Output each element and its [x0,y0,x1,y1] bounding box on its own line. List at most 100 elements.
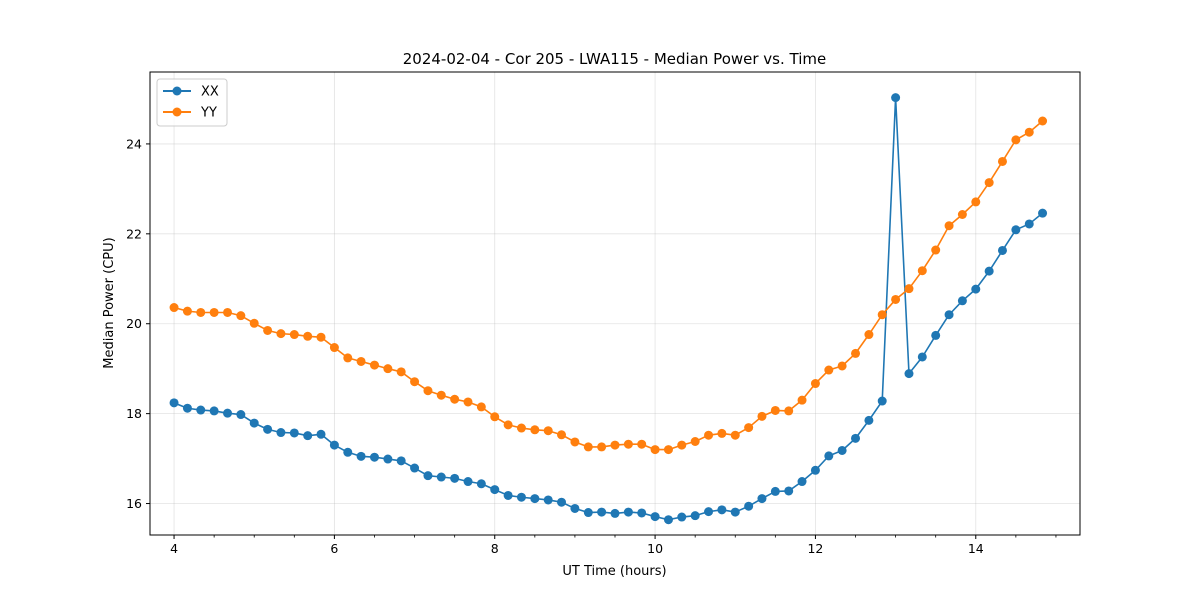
grid [150,72,1080,535]
data-point-yy [717,428,727,438]
data-point-yy [784,406,794,416]
data-point-yy [463,397,473,407]
data-point-xx [1024,219,1034,229]
data-point-xx [663,515,673,525]
data-point-xx [810,465,820,475]
data-point-yy [944,221,954,231]
data-point-yy [236,311,246,321]
y-tick-label: 16 [126,496,142,511]
y-tick-label: 18 [126,406,142,421]
data-point-yy [704,430,714,440]
data-point-xx [396,456,406,466]
data-point-xx [196,405,206,415]
data-point-xx [744,501,754,511]
data-point-xx [610,508,620,518]
data-point-xx [824,451,834,461]
data-point-yy [770,405,780,415]
data-point-xx [1038,208,1048,218]
data-point-yy [450,394,460,404]
data-point-yy [316,332,326,342]
data-point-xx [797,477,807,487]
data-point-yy [891,294,901,304]
data-point-yy [663,445,673,455]
data-point-xx [717,505,727,515]
data-point-xx [851,433,861,443]
x-tick-label: 14 [968,541,984,556]
data-point-yy [436,390,446,400]
data-point-xx [289,428,299,438]
data-point-yy [730,430,740,440]
series-layer [169,93,1048,525]
data-point-yy [263,325,273,335]
data-point-xx [436,472,446,482]
data-point-xx [343,447,353,457]
data-point-xx [931,330,941,340]
data-point-xx [877,396,887,406]
data-point-yy [744,423,754,433]
data-point-yy [971,197,981,207]
data-point-yy [383,364,393,374]
data-point-xx [557,497,567,507]
data-point-yy [997,156,1007,166]
data-point-yy [677,440,687,450]
data-point-xx [570,503,580,513]
data-point-yy [637,439,647,449]
x-tick-label: 12 [807,541,823,556]
data-point-yy [249,318,259,328]
data-point-yy [169,303,179,313]
data-point-xx [530,494,540,504]
data-point-xx [623,507,633,517]
data-point-yy [303,331,313,341]
data-point-yy [957,210,967,219]
legend-label-yy: YY [200,106,217,121]
data-point-yy [182,306,192,316]
data-point-xx [463,477,473,487]
data-point-xx [263,424,273,434]
data-point-yy [917,266,927,276]
series-xx [169,93,1048,525]
data-point-xx [223,408,233,418]
data-point-yy [810,379,820,389]
x-axis-label: UT Time (hours) [562,564,666,579]
y-tick-label: 24 [126,136,142,151]
data-point-xx [944,310,954,320]
data-point-yy [610,440,620,450]
legend-swatch-marker-yy [172,107,182,117]
data-point-xx [476,479,486,489]
data-point-yy [931,245,941,255]
series-yy [169,116,1048,455]
data-point-xx [957,296,967,306]
data-point-yy [597,442,607,452]
legend-label-xx: XX [201,85,219,100]
data-point-xx [450,473,460,483]
y-tick-label: 20 [126,316,142,331]
x-tick-label: 8 [491,541,499,556]
legend: XX YY [156,78,228,127]
data-point-xx [182,403,192,413]
data-point-xx [209,406,219,416]
data-point-yy [356,356,366,366]
data-point-xx [837,445,847,455]
data-point-yy [824,365,834,375]
x-tick-label: 4 [170,541,178,556]
y-axis-label: Median Power (CPU) [102,237,117,368]
data-point-xx [757,494,767,504]
data-point-xx [316,429,326,439]
data-point-xx [971,284,981,294]
data-point-xx [369,452,379,462]
data-point-xx [490,485,500,495]
data-point-xx [597,507,607,517]
data-point-yy [369,360,379,370]
plot-area-frame [149,71,1081,536]
data-point-xx [423,471,433,481]
data-point-yy [530,425,540,435]
data-point-xx [329,440,339,450]
data-point-xx [303,431,313,441]
data-point-yy [289,330,299,340]
data-point-yy [396,367,406,377]
data-point-xx [650,512,660,522]
data-point-yy [1024,127,1034,137]
data-point-xx [276,428,286,438]
data-point-yy [276,329,286,339]
